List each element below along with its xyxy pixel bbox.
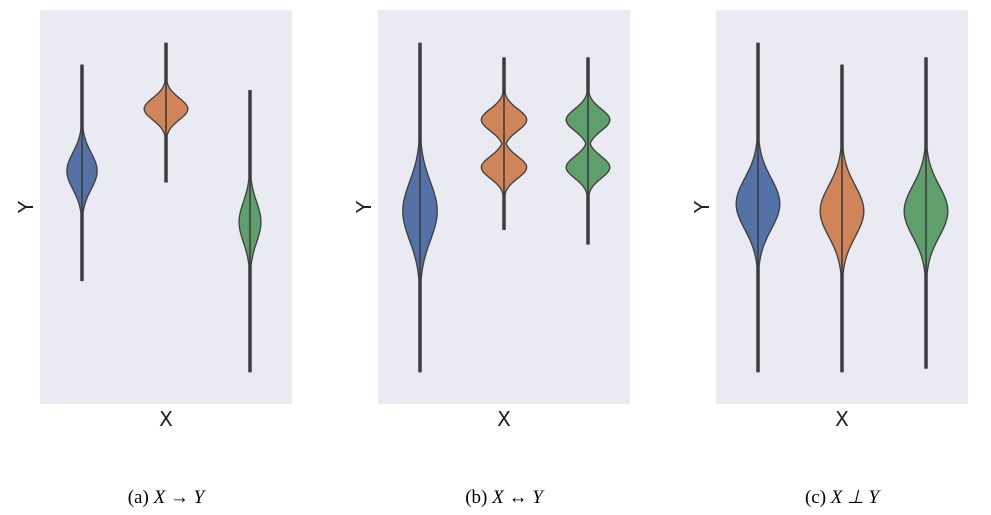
x-axis-label: X [835, 407, 849, 431]
caption-prefix: (a) [128, 487, 154, 508]
caption-prefix: (c) [805, 487, 831, 508]
panel-1: X Y (a) X → Y [14, 10, 292, 508]
panel-3: X Y (c) X ⊥ Y [690, 10, 968, 508]
caption-prefix: (b) [465, 487, 492, 508]
caption: (b) X ↔ Y [465, 487, 545, 508]
x-axis-label: X [159, 407, 173, 431]
panel-2: X Y (b) X ↔ Y [352, 10, 630, 508]
y-axis-label: Y [690, 200, 714, 214]
caption-math: X → Y [153, 487, 207, 508]
caption: (a) X → Y [128, 487, 207, 508]
y-axis-label: Y [14, 200, 38, 214]
caption-math: X ⊥ Y [830, 487, 882, 508]
caption-math: X ↔ Y [491, 487, 545, 508]
y-axis-label: Y [352, 200, 376, 214]
caption: (c) X ⊥ Y [805, 487, 882, 508]
x-axis-label: X [497, 407, 511, 431]
